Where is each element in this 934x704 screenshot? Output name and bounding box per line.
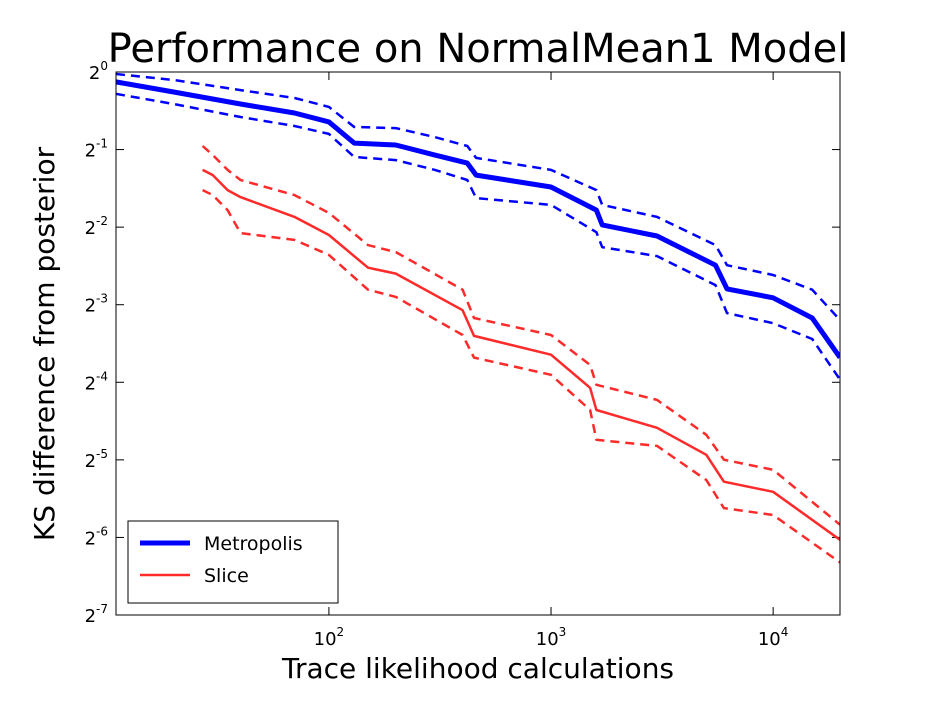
band-line	[116, 92, 840, 381]
y-tick-label: 2-5	[85, 447, 108, 472]
chart-title: Performance on NormalMean1 Model	[108, 26, 849, 72]
y-tick-label: 2-1	[85, 137, 108, 162]
legend-label: Metropolis	[204, 533, 303, 555]
y-tick-label: 2-2	[85, 214, 108, 239]
plot-frame	[115, 71, 841, 616]
series-line	[116, 79, 840, 359]
legend-label: Slice	[204, 565, 249, 587]
legend-box	[127, 520, 339, 604]
y-tick-label: 2-3	[85, 292, 108, 317]
x-tick-label: 103	[536, 625, 567, 650]
x-tick-label: 102	[314, 625, 345, 650]
y-tick-label: 2-7	[85, 602, 108, 627]
x-axis-label: Trace likelihood calculations	[281, 652, 674, 685]
band-line	[201, 145, 840, 526]
y-tick-label: 20	[89, 59, 108, 84]
y-tick-label: 2-4	[85, 369, 108, 394]
series-line	[202, 168, 840, 541]
y-axis-label: KS difference from posterior	[28, 146, 61, 541]
x-tick-label: 104	[758, 625, 789, 650]
band-line	[116, 72, 840, 321]
y-tick-label: 2-6	[85, 524, 108, 549]
band-line	[202, 188, 840, 564]
